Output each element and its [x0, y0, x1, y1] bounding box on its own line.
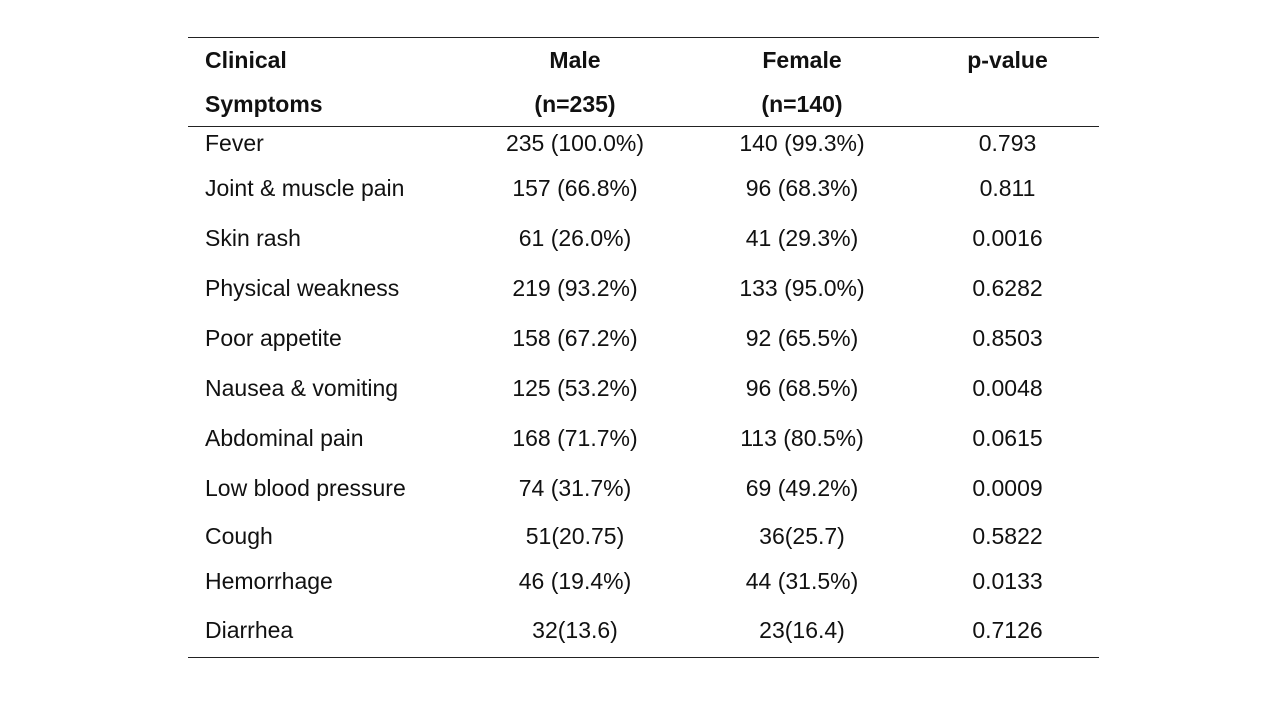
table-row: Abdominal pain 168 (71.7%) 113 (80.5%) 0…: [188, 413, 1099, 463]
female-cell: 113 (80.5%): [740, 425, 864, 451]
symptom-cell: Skin rash: [205, 225, 301, 251]
header-female-n: (n=140): [688, 82, 916, 127]
male-cell: 32(13.6): [462, 603, 688, 658]
symptom-cell: Hemorrhage: [205, 567, 333, 594]
symptom-cell: Poor appetite: [205, 325, 342, 351]
p-value-cell: 0.793: [978, 130, 1037, 156]
symptoms-table-container: Clinical Male Female p-value Symptoms (n…: [188, 37, 1099, 658]
male-cell: 157 (66.8%): [512, 175, 638, 201]
male-cell: 168 (71.7%): [512, 425, 638, 451]
table-row: Fever 235 (100.0%) 140 (99.3%) 0.793: [188, 127, 1099, 164]
table-header: Clinical Male Female p-value Symptoms (n…: [188, 37, 1099, 127]
p-value-cell: 0.0009: [972, 475, 1043, 501]
table-row: Cough 51(20.75) 36(25.7) 0.5822: [188, 513, 1099, 558]
male-cell: 125 (53.2%): [512, 375, 638, 401]
female-cell: 96 (68.5%): [745, 375, 859, 401]
male-cell: 61 (26.0%): [518, 225, 632, 251]
p-value-cell: 0.8503: [972, 325, 1043, 351]
symptom-cell: Abdominal pain: [205, 425, 364, 451]
p-value-cell: 0.0048: [972, 375, 1043, 401]
table-row: Joint & muscle pain 157 (66.8%) 96 (68.3…: [188, 163, 1099, 213]
p-value-cell: 0.6282: [972, 275, 1043, 301]
header-p-value-blank: [916, 82, 1099, 127]
p-value-cell: 0.5822: [972, 522, 1043, 549]
female-cell: 140 (99.3%): [739, 130, 865, 156]
p-value-cell: 0.7126: [916, 603, 1099, 658]
symptom-cell: Nausea & vomiting: [205, 375, 399, 401]
p-value-cell: 0.0133: [972, 567, 1043, 594]
female-cell: 44 (31.5%): [745, 567, 859, 594]
header-p-value: p-value: [916, 37, 1099, 82]
symptom-cell: Low blood pressure: [205, 475, 406, 501]
header-male-n: (n=235): [462, 82, 688, 127]
symptom-cell: Joint & muscle pain: [205, 175, 405, 201]
female-cell: 23(16.4): [688, 603, 916, 658]
clinical-symptoms-table: Clinical Male Female p-value Symptoms (n…: [188, 37, 1099, 658]
p-value-cell: 0.0016: [972, 225, 1043, 251]
female-cell: 92 (65.5%): [745, 325, 859, 351]
male-cell: 158 (67.2%): [512, 325, 638, 351]
symptom-cell: Diarrhea: [188, 603, 462, 658]
male-cell: 51(20.75): [525, 522, 625, 549]
female-cell: 36(25.7): [759, 522, 845, 549]
female-cell: 41 (29.3%): [745, 225, 859, 251]
table-row: Diarrhea 32(13.6) 23(16.4) 0.7126: [188, 603, 1099, 658]
header-female-line1: Female: [688, 37, 916, 82]
male-cell: 219 (93.2%): [512, 275, 638, 301]
table-row: Physical weakness 219 (93.2%) 133 (95.0%…: [188, 263, 1099, 313]
male-cell: 74 (31.7%): [518, 475, 632, 501]
female-cell: 133 (95.0%): [739, 275, 865, 301]
table-body: Fever 235 (100.0%) 140 (99.3%) 0.793 Joi…: [188, 127, 1099, 658]
symptom-cell: Fever: [205, 130, 264, 156]
male-cell: 235 (100.0%): [505, 130, 645, 156]
header-clinical-symptoms-line1: Clinical: [188, 37, 462, 82]
table-row: Skin rash 61 (26.0%) 41 (29.3%) 0.0016: [188, 213, 1099, 263]
male-cell: 46 (19.4%): [518, 567, 632, 594]
symptom-cell: Cough: [205, 522, 273, 549]
header-male-line1: Male: [462, 37, 688, 82]
table-row: Hemorrhage 46 (19.4%) 44 (31.5%) 0.0133: [188, 558, 1099, 603]
header-clinical-symptoms-line2: Symptoms: [188, 82, 462, 127]
header-row-1: Clinical Male Female p-value: [188, 37, 1099, 82]
p-value-cell: 0.0615: [972, 425, 1043, 451]
header-row-2: Symptoms (n=235) (n=140): [188, 82, 1099, 127]
table-row: Poor appetite 158 (67.2%) 92 (65.5%) 0.8…: [188, 313, 1099, 363]
table-row: Nausea & vomiting 125 (53.2%) 96 (68.5%)…: [188, 363, 1099, 413]
table-row: Low blood pressure 74 (31.7%) 69 (49.2%)…: [188, 463, 1099, 513]
p-value-cell: 0.811: [979, 175, 1036, 201]
female-cell: 69 (49.2%): [745, 475, 859, 501]
symptom-cell: Physical weakness: [205, 275, 400, 301]
female-cell: 96 (68.3%): [745, 175, 859, 201]
